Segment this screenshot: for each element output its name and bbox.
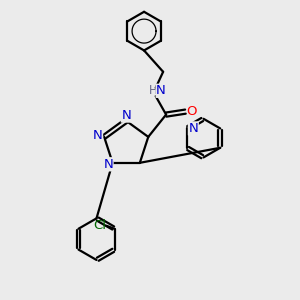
Text: N: N	[121, 109, 131, 122]
Text: N: N	[93, 129, 103, 142]
Text: H: H	[149, 84, 158, 97]
Text: N: N	[103, 158, 113, 171]
Text: N: N	[188, 122, 198, 135]
Text: Cl: Cl	[93, 219, 106, 232]
Text: N: N	[156, 84, 166, 97]
Text: O: O	[186, 105, 196, 118]
